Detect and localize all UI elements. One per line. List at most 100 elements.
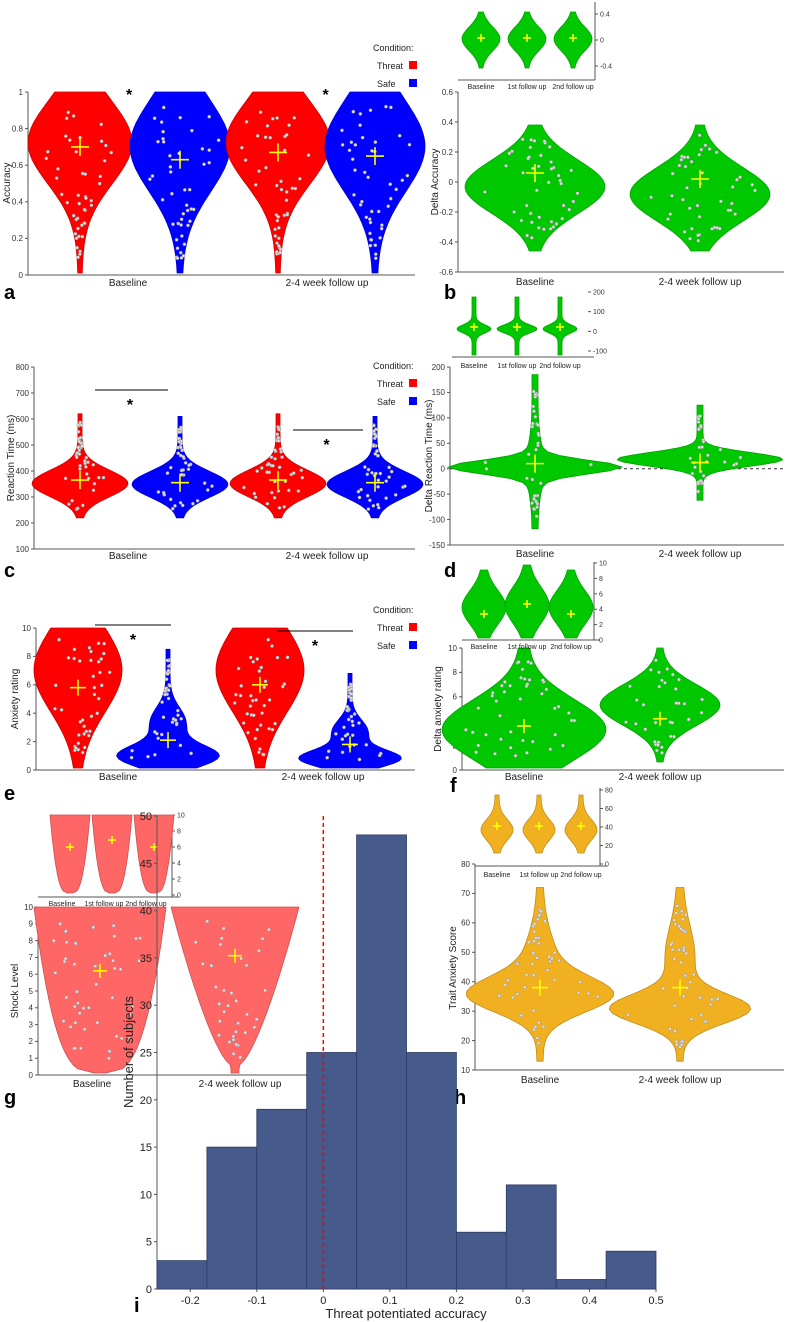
data-dot xyxy=(376,478,381,483)
data-dot xyxy=(683,164,688,169)
inset-x-label: Baseline xyxy=(49,901,76,908)
data-dot xyxy=(161,105,166,110)
data-dot xyxy=(499,737,503,742)
data-dot xyxy=(689,1017,694,1021)
data-dot xyxy=(715,225,720,230)
data-dot xyxy=(535,956,539,960)
data-dot xyxy=(685,185,689,190)
y-tick-label: 10 xyxy=(140,1189,152,1201)
data-dot xyxy=(241,721,246,725)
data-dot xyxy=(273,456,277,461)
data-dot xyxy=(349,714,354,719)
data-dot xyxy=(274,183,279,188)
data-dot xyxy=(255,469,260,473)
data-dot xyxy=(677,163,682,168)
data-dot xyxy=(730,201,734,206)
data-dot xyxy=(560,216,565,221)
panel-letter: c xyxy=(4,560,15,582)
violin-delta xyxy=(616,404,784,501)
data-dot xyxy=(554,222,559,226)
data-dot xyxy=(698,414,703,418)
data-dot xyxy=(207,114,211,119)
data-dot xyxy=(296,489,301,493)
data-dot xyxy=(699,147,704,152)
y-tick-label: 500 xyxy=(16,441,30,450)
data-dot xyxy=(525,682,530,687)
legend-title: Condition: xyxy=(373,605,414,615)
data-dot xyxy=(549,219,554,224)
data-dot xyxy=(270,116,275,121)
data-dot xyxy=(531,389,536,394)
y-tick-label: 30 xyxy=(140,1000,152,1012)
data-dot xyxy=(73,1046,77,1051)
data-dot xyxy=(59,708,64,712)
data-dot xyxy=(64,940,69,945)
data-dot xyxy=(540,692,544,696)
legend-title: Condition: xyxy=(373,361,414,371)
data-dot xyxy=(179,717,183,721)
data-dot xyxy=(325,755,330,760)
data-dot xyxy=(368,231,372,236)
data-dot xyxy=(209,963,214,968)
data-dot xyxy=(686,155,690,159)
y-tick-label: 2 xyxy=(29,1037,34,1046)
data-dot xyxy=(700,445,704,449)
inset-x-label: 1st follow up xyxy=(498,363,537,370)
y-tick-label: 45 xyxy=(140,858,152,870)
data-dot xyxy=(378,471,383,476)
data-dot xyxy=(558,178,563,183)
data-dot xyxy=(699,423,703,428)
y-tick-label: -0.4 xyxy=(439,238,453,247)
data-dot xyxy=(165,672,170,676)
data-dot xyxy=(87,646,92,650)
data-dot xyxy=(660,745,664,750)
significance-star: * xyxy=(130,632,137,649)
x-tick-label: 0.5 xyxy=(648,1295,663,1307)
data-dot xyxy=(163,692,167,697)
data-dot xyxy=(276,489,281,493)
data-dot xyxy=(675,1042,679,1047)
data-dot xyxy=(708,1002,713,1007)
data-dot xyxy=(98,181,102,186)
inset-d: 200 100 0 -100 Baseline 1st follow up 2nd foll… xyxy=(452,289,607,370)
data-dot xyxy=(112,966,117,971)
data-dot xyxy=(508,730,513,734)
data-dot xyxy=(675,904,680,908)
data-dot xyxy=(78,659,82,663)
data-dot xyxy=(60,192,64,197)
data-dot xyxy=(520,667,525,672)
data-dot xyxy=(183,461,188,465)
data-dot xyxy=(661,986,665,991)
data-dot xyxy=(259,665,264,670)
data-dot xyxy=(531,951,536,955)
data-dot xyxy=(484,733,488,737)
data-dot xyxy=(535,917,540,921)
data-dot xyxy=(79,423,84,427)
data-dot xyxy=(269,455,274,460)
panel-letter: d xyxy=(444,560,456,582)
data-dot xyxy=(92,685,97,690)
data-dot xyxy=(73,941,78,946)
data-dot xyxy=(239,956,243,961)
y-tick-label: 0.6 xyxy=(12,161,24,170)
data-dot xyxy=(257,669,262,673)
y-axis-label: Accuracy xyxy=(2,162,13,203)
data-dot xyxy=(375,449,379,454)
data-dot xyxy=(84,729,89,734)
data-dot xyxy=(78,467,82,471)
data-dot xyxy=(173,504,177,508)
data-dot xyxy=(672,956,677,961)
data-dot xyxy=(160,197,165,202)
panel-c: 100 200 300 400 500 600 700 800 Reaction Time (m… xyxy=(4,361,424,582)
data-dot xyxy=(200,962,205,966)
y-tick-label: 5 xyxy=(146,1237,152,1249)
inset-x-label: 1st follow up xyxy=(520,872,559,879)
data-dot xyxy=(672,1003,677,1008)
data-dot xyxy=(701,439,706,444)
legend-label: Safe xyxy=(377,397,396,407)
data-dot xyxy=(270,644,274,648)
data-dot xyxy=(738,455,743,460)
data-dot xyxy=(218,1019,222,1024)
data-dot xyxy=(533,493,537,498)
y-tick-label: 6 xyxy=(453,693,458,702)
